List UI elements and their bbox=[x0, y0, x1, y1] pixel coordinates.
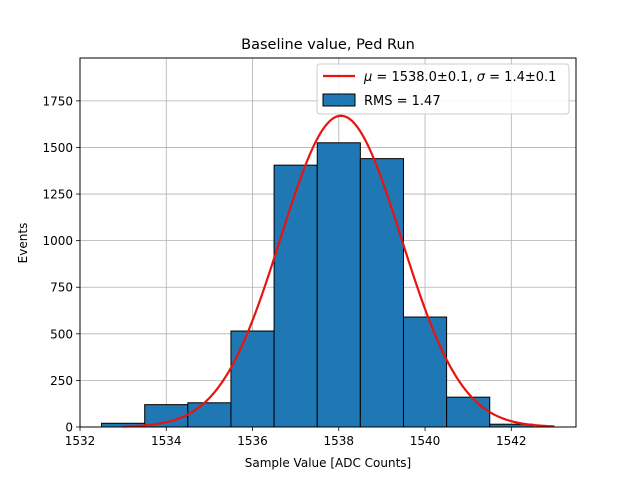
y-axis-ticks: 0 250 500 750 1000 1250 1500 1750 bbox=[42, 94, 80, 435]
y-axis-label: Events bbox=[16, 223, 30, 264]
x-axis-ticks: 1532 1534 1536 1538 1540 1542 bbox=[65, 427, 527, 448]
x-tick-label: 1542 bbox=[496, 434, 527, 448]
y-tick-label: 1250 bbox=[42, 188, 73, 202]
y-tick-label: 1500 bbox=[42, 141, 73, 155]
y-tick-label: 0 bbox=[65, 421, 73, 435]
y-tick-label: 250 bbox=[50, 374, 73, 388]
y-tick-label: 1750 bbox=[42, 94, 73, 108]
legend-box bbox=[316, 63, 570, 115]
legend: μ = 1538.0±0.1, σ = 1.4±0.1 RMS = 1.47 bbox=[316, 63, 570, 115]
legend-sigma-symbol: σ bbox=[477, 70, 486, 85]
chart-title: Baseline value, Ped Run bbox=[241, 37, 415, 53]
axes-frame bbox=[79, 57, 577, 428]
x-tick-label: 1540 bbox=[410, 434, 441, 448]
legend-sigma-value: = 1.4±0.1 bbox=[485, 70, 556, 85]
legend-hist-swatch bbox=[322, 93, 356, 107]
y-tick-label: 750 bbox=[50, 281, 73, 295]
x-tick-label: 1532 bbox=[65, 434, 96, 448]
y-tick-label: 1000 bbox=[42, 234, 73, 248]
legend-mu-value: = 1538.0±0.1, bbox=[372, 70, 476, 85]
histogram-bar bbox=[273, 164, 318, 428]
histogram-bar bbox=[316, 142, 361, 428]
histogram-bar bbox=[187, 402, 232, 428]
y-tick-label: 500 bbox=[50, 327, 73, 341]
histogram-bar bbox=[359, 158, 404, 428]
x-tick-label: 1536 bbox=[237, 434, 268, 448]
x-axis-label: Sample Value [ADC Counts] bbox=[245, 456, 411, 470]
x-tick-label: 1534 bbox=[151, 434, 182, 448]
x-tick-label: 1538 bbox=[324, 434, 355, 448]
histogram-bar bbox=[230, 330, 275, 428]
legend-hist-label: RMS = 1.47 bbox=[364, 94, 441, 109]
gaussian-fit-curve bbox=[123, 114, 555, 428]
histogram-bar bbox=[402, 316, 448, 428]
legend-fit-label: μ = 1538.0±0.1, σ = 1.4±0.1 bbox=[363, 70, 556, 85]
legend-mu-symbol: μ bbox=[363, 70, 372, 85]
histogram-bar bbox=[446, 396, 491, 428]
histogram-bar bbox=[144, 404, 189, 428]
